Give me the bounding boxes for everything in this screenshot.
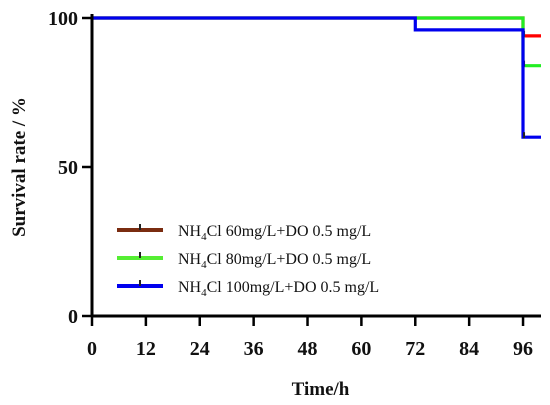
axes-layer: 0 12 24 36 48 60 72 84 96 0 50 100 [48, 8, 541, 360]
y-tick-label-0: 0 [68, 306, 78, 328]
series-layer [92, 16, 541, 139]
x-tick-label-60: 60 [351, 338, 371, 360]
legend: NH4Cl 60mg/L+DO 0.5 mg/L NH4Cl 80mg/L+DO … [117, 223, 379, 299]
legend-label-3: NH4Cl 100mg/L+DO 0.5 mg/L [178, 279, 379, 299]
series-line-2 [92, 16, 541, 68]
y-axis-title: Survival rate / % [9, 97, 30, 237]
x-tick-label-84: 84 [459, 338, 479, 360]
series-line-1 [92, 16, 541, 38]
x-tick-label-36: 36 [244, 338, 264, 360]
x-tick-label-12: 12 [136, 338, 156, 360]
x-tick-label-96: 96 [513, 338, 533, 360]
x-axis-title: Time/h [292, 379, 350, 400]
y-tick-label-100: 100 [48, 8, 78, 30]
x-tick-label-72: 72 [405, 338, 425, 360]
x-tick-label-48: 48 [298, 338, 318, 360]
y-tick-label-50: 50 [58, 157, 78, 179]
x-tick-label-0: 0 [87, 338, 97, 360]
x-tick-label-24: 24 [190, 338, 210, 360]
series-line-3 [92, 16, 541, 139]
legend-label-2: NH4Cl 80mg/L+DO 0.5 mg/L [178, 251, 371, 271]
legend-label-1: NH4Cl 60mg/L+DO 0.5 mg/L [178, 223, 371, 243]
